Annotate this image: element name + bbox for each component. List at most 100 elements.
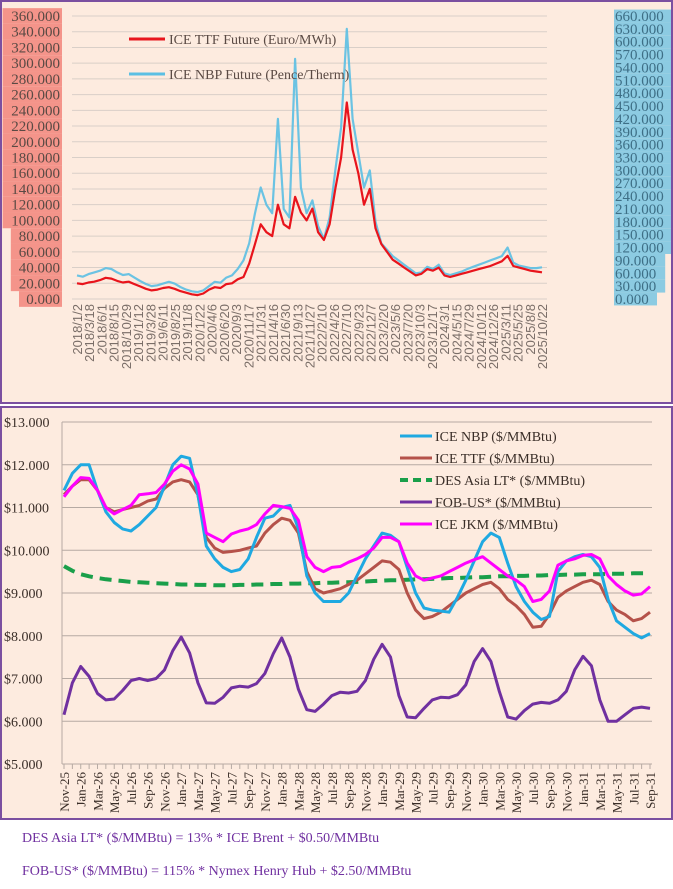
legend-label: DES Asia LT* ($/MMBtu) — [435, 474, 585, 489]
note-fob-us-formula: FOB-US* ($/MMBtu) = 115% * Nymex Henry H… — [22, 864, 412, 879]
y-left-tick-highlight — [10, 243, 63, 260]
x-tick-label: 2025/10/22 — [535, 304, 550, 369]
y-left-tick-label: 320.000 — [11, 40, 60, 56]
y-left-tick-highlight — [10, 275, 63, 292]
y-left-tick-label: 240.000 — [11, 103, 60, 119]
x-tick-label: May-30 — [509, 772, 524, 813]
y-right-tick-label: 240.000 — [615, 189, 664, 205]
y-right-tick-highlight — [614, 35, 671, 49]
x-tick-label: 2022/4/26 — [327, 304, 342, 362]
y-right-tick-highlight — [614, 292, 657, 306]
x-tick-label: Jan-27 — [174, 772, 189, 807]
y-right-tick-label: 630.000 — [615, 22, 664, 38]
y-left-tick-highlight — [2, 71, 63, 87]
x-tick-label: 2024/5/15 — [449, 304, 464, 362]
y-left-tick-label: 180.000 — [11, 151, 60, 167]
y-left-tick-label: 120.000 — [11, 198, 60, 214]
y-right-tick-label: 90.000 — [615, 253, 656, 269]
x-tick-label: 2018/1/2 — [70, 304, 85, 355]
x-tick-label: 2018/3/18 — [82, 304, 97, 362]
futures-history-chart-panel: 0.000 20.000 40.000 60.000 80.000 100.000 120.… — [0, 0, 673, 404]
x-tick-label: May-31 — [610, 772, 625, 813]
y-left-tick-label: 100.000 — [11, 213, 60, 229]
y-right-tick-highlight — [614, 86, 671, 100]
y-tick-label: $13.000 — [4, 416, 50, 431]
x-tick-label: Nov-26 — [157, 772, 172, 812]
series-line-nbp — [76, 27, 543, 294]
y-right-tick-highlight — [614, 112, 671, 126]
x-tick-label: Nov-25 — [57, 772, 72, 812]
x-tick-label: 2025/3/11 — [498, 304, 513, 361]
legend-label: ICE JKM ($/MMBtu) — [435, 518, 558, 533]
x-tick-label: Sep-26 — [141, 772, 156, 809]
x-tick-label: Mar-29 — [392, 772, 407, 811]
y-right-tick-label: 510.000 — [615, 73, 664, 89]
y-right-tick-highlight — [614, 202, 671, 216]
x-tick-label: 2023/12/17 — [425, 304, 440, 369]
legend-label: ICE TTF ($/MMBtu) — [435, 452, 555, 467]
x-tick-label: 2021/6/30 — [278, 304, 293, 362]
x-tick-label: Jul-26 — [124, 772, 139, 805]
x-tick-label: 2023/2/20 — [376, 304, 391, 362]
y-right-tick-highlight — [614, 266, 666, 280]
y-left-tick-label: 140.000 — [11, 182, 60, 198]
x-tick-label: 2018/8/15 — [107, 304, 122, 362]
series-line-ttf — [76, 101, 543, 297]
y-left-tick-label: 0.000 — [26, 292, 60, 308]
x-tick-label: 2025/8/8 — [523, 304, 538, 355]
x-tick-label: 2020/9/3 — [229, 304, 244, 355]
x-tick-label: Mar-27 — [191, 772, 206, 811]
x-tick-label: Mar-28 — [291, 772, 306, 811]
y-right-tick-highlight — [614, 138, 671, 152]
y-right-tick-label: 120.000 — [615, 241, 664, 257]
x-tick-label: 2024/10/12 — [474, 304, 489, 369]
y-right-tick-highlight — [614, 73, 671, 87]
x-tick-label: Nov-27 — [258, 772, 273, 812]
x-tick-label: 2021/11/27 — [303, 304, 318, 368]
y-right-tick-label: 660.000 — [615, 9, 664, 25]
y-left-tick-highlight — [2, 102, 63, 119]
y-right-tick-label: 600.000 — [615, 35, 664, 51]
x-tick-label: Jul-28 — [325, 772, 340, 805]
x-tick-label: 2018/6/1 — [94, 304, 109, 355]
y-right-tick-label: 450.000 — [615, 99, 664, 115]
x-tick-label: Jan-29 — [375, 772, 390, 807]
y-tick-label: $12.000 — [4, 459, 50, 474]
y-right-tick-label: 30.000 — [615, 279, 656, 295]
y-right-tick-label: 210.000 — [615, 202, 664, 218]
y-right-tick-highlight — [614, 99, 671, 113]
y-left-tick-label: 220.000 — [11, 119, 60, 135]
x-tick-label: Mar-30 — [492, 772, 507, 811]
y-right-tick-label: 480.000 — [615, 86, 664, 102]
y-left-tick-label: 80.000 — [19, 229, 60, 245]
x-tick-label: Sep-31 — [643, 772, 658, 809]
y-left-tick-highlight — [2, 55, 63, 72]
x-tick-label: 2019/1/12 — [131, 304, 146, 362]
series-line-des-asia-lt — [63, 564, 650, 588]
x-tick-label: 2020/6/20 — [217, 304, 232, 362]
x-tick-label: Jul-29 — [425, 772, 440, 805]
legend-label: ICE NBP Future (Pence/Therm) — [169, 68, 350, 83]
y-tick-label: $8.000 — [4, 630, 43, 645]
y-left-tick-highlight — [2, 212, 63, 229]
x-tick-label: 2021/4/16 — [266, 304, 281, 362]
x-tick-label: 2023/10/3 — [413, 304, 428, 362]
y-right-tick-label: 150.000 — [615, 228, 664, 244]
x-tick-label: May-26 — [107, 772, 122, 814]
y-left-tick-highlight — [2, 86, 63, 103]
x-tick-label: Sep-27 — [241, 772, 256, 809]
y-right-tick-highlight — [614, 215, 671, 229]
y-right-tick-highlight — [614, 9, 671, 23]
y-left-tick-highlight — [2, 133, 63, 150]
y-left-tick-highlight — [2, 118, 63, 134]
series-line-nbp — [62, 454, 651, 640]
y-left-tick-highlight — [2, 39, 63, 56]
x-tick-label: 2022/2/10 — [315, 304, 330, 362]
y-left-tick-label: 160.000 — [11, 166, 60, 182]
y-right-tick-highlight — [614, 189, 671, 203]
x-tick-label: 2021/1/31 — [254, 304, 269, 362]
y-left-tick-label: 20.000 — [19, 276, 60, 292]
x-tick-label: 2022/9/23 — [351, 304, 366, 362]
forward-curve-chart-panel: $5.000 $6.000 $7.000 $8.000 $9.000 $10.000 $11… — [0, 406, 673, 820]
y-right-tick-highlight — [614, 163, 671, 177]
